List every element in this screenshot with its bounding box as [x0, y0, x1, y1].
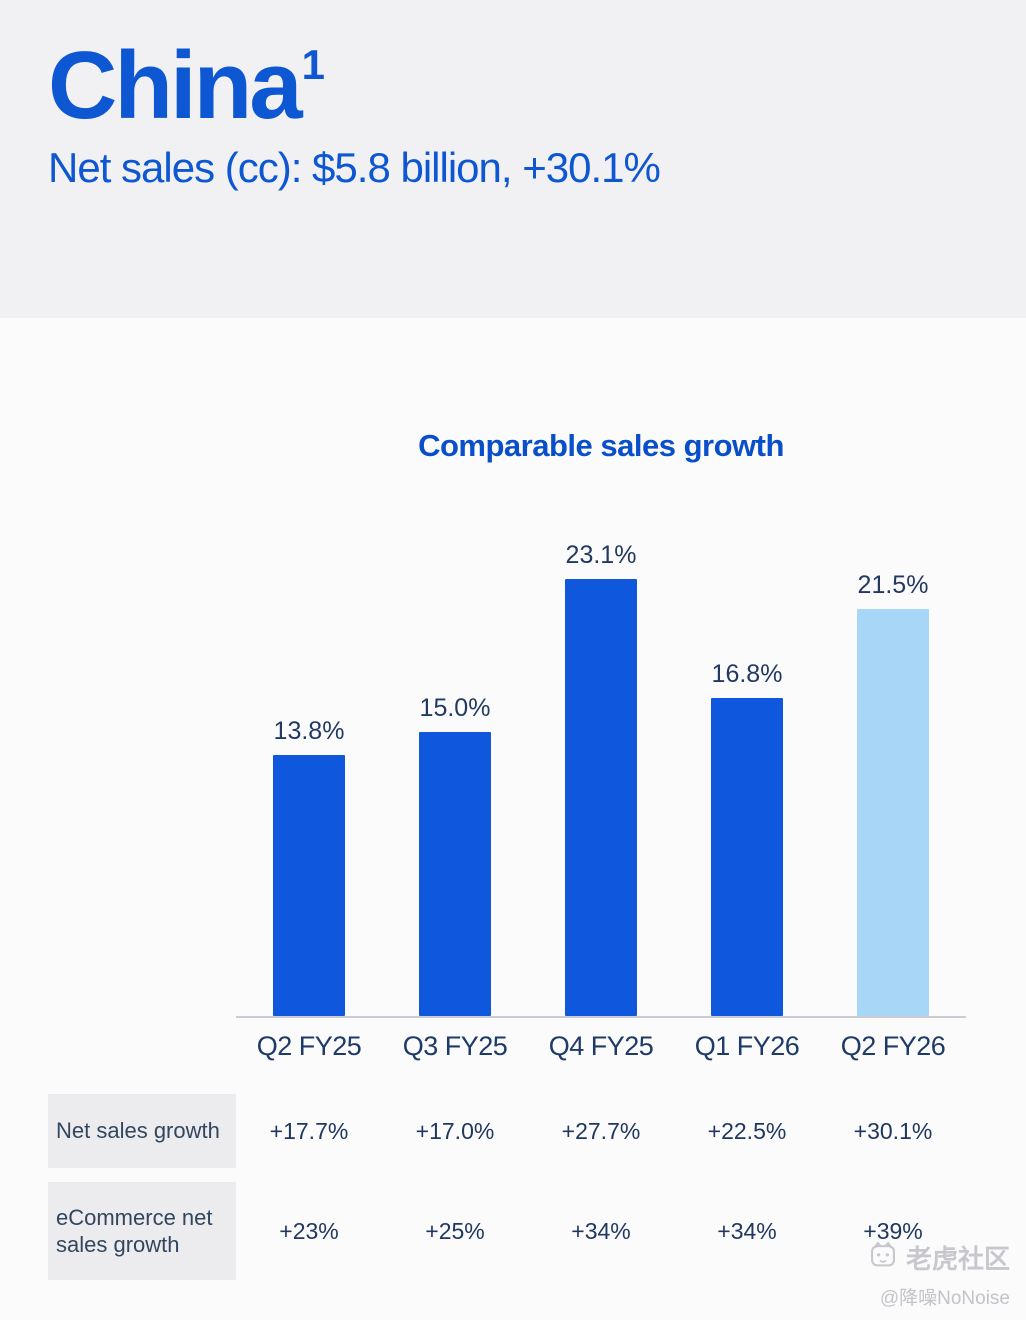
page-subtitle: Net sales (cc): $5.8 billion, +30.1% [48, 144, 661, 191]
bar-value-label: 13.8% [273, 717, 345, 745]
x-axis-label: Q1 FY26 [694, 1031, 800, 1061]
table-cell: +30.1% [853, 1117, 933, 1144]
watermark-brand: 老虎社区 [869, 1239, 1010, 1276]
bar-q4-fy25 [565, 579, 637, 1016]
page-title: China1 [48, 38, 1026, 134]
bar-q2-fy25 [273, 755, 345, 1016]
table-row: Net sales growth +17.7% +17.0% +27.7% +2… [48, 1094, 966, 1168]
bar-value-label: 23.1% [565, 541, 637, 569]
chart-section: Comparable sales growth 13.8% 15.0% 23.1… [0, 428, 1026, 1280]
bar-value-label: 16.8% [711, 660, 783, 688]
metrics-table: Net sales growth +17.7% +17.0% +27.7% +2… [48, 1094, 966, 1280]
table-cell: +34% [571, 1217, 631, 1244]
table-cell: +39% [863, 1217, 923, 1244]
row-label: Net sales growth [48, 1094, 236, 1168]
x-axis-label: Q2 FY26 [840, 1031, 946, 1061]
watermark: 老虎社区 @降噪NoNoise [869, 1239, 1010, 1310]
bar-value-label: 21.5% [857, 571, 929, 599]
chart-title: Comparable sales growth [418, 428, 784, 463]
table-cell: +27.7% [561, 1117, 641, 1144]
x-axis-label: Q3 FY25 [402, 1031, 508, 1061]
bar-q1-fy26 [711, 698, 783, 1016]
table-row: eCommerce net sales growth +23% +25% +34… [48, 1182, 966, 1280]
bar-group-q2-fy25: 13.8% [236, 524, 382, 1016]
bar-group-q4-fy25: 23.1% [528, 524, 674, 1016]
page-title-text: China [48, 32, 303, 139]
watermark-handle: @降噪NoNoise [879, 1288, 1010, 1309]
x-axis: Q2 FY25 Q3 FY25 Q4 FY25 Q1 FY26 Q2 FY26 [236, 1018, 966, 1062]
hero-section: China1 Net sales (cc): $5.8 billion, +30… [0, 0, 1026, 318]
table-cell: +25% [425, 1217, 485, 1244]
table-cell: +17.0% [415, 1117, 495, 1144]
tiger-logo-icon [869, 1240, 897, 1275]
x-axis-label: Q2 FY25 [256, 1031, 362, 1061]
table-cell: +34% [717, 1217, 777, 1244]
x-axis-label: Q4 FY25 [548, 1031, 654, 1061]
bar-group-q1-fy26: 16.8% [674, 524, 820, 1016]
bar-q3-fy25 [419, 732, 491, 1016]
row-label: eCommerce net sales growth [48, 1182, 236, 1280]
bar-q2-fy26 [857, 609, 929, 1016]
bar-group-q2-fy26: 21.5% [820, 524, 966, 1016]
table-cell: +23% [279, 1217, 339, 1244]
bar-group-q3-fy25: 15.0% [382, 524, 528, 1016]
table-cell: +17.7% [269, 1117, 349, 1144]
footnote-marker: 1 [301, 41, 326, 88]
bar-value-label: 15.0% [419, 694, 491, 722]
watermark-brand-text: 老虎社区 [905, 1244, 1010, 1274]
bar-chart-plot: 13.8% 15.0% 23.1% 16.8% 21.5% [236, 524, 966, 1018]
table-cell: +22.5% [707, 1117, 787, 1144]
